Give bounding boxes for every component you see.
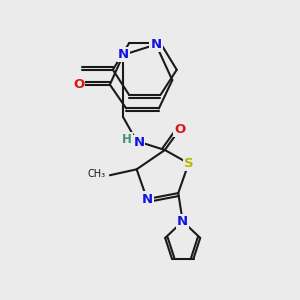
Text: S: S [184, 157, 194, 170]
Text: N: N [134, 136, 145, 149]
Text: N: N [177, 215, 188, 228]
Text: N: N [150, 38, 161, 51]
Text: N: N [142, 193, 153, 206]
Text: N: N [118, 48, 129, 62]
Text: CH₃: CH₃ [87, 169, 105, 179]
Text: H: H [122, 133, 132, 146]
Text: O: O [73, 78, 84, 91]
Text: O: O [174, 123, 185, 136]
